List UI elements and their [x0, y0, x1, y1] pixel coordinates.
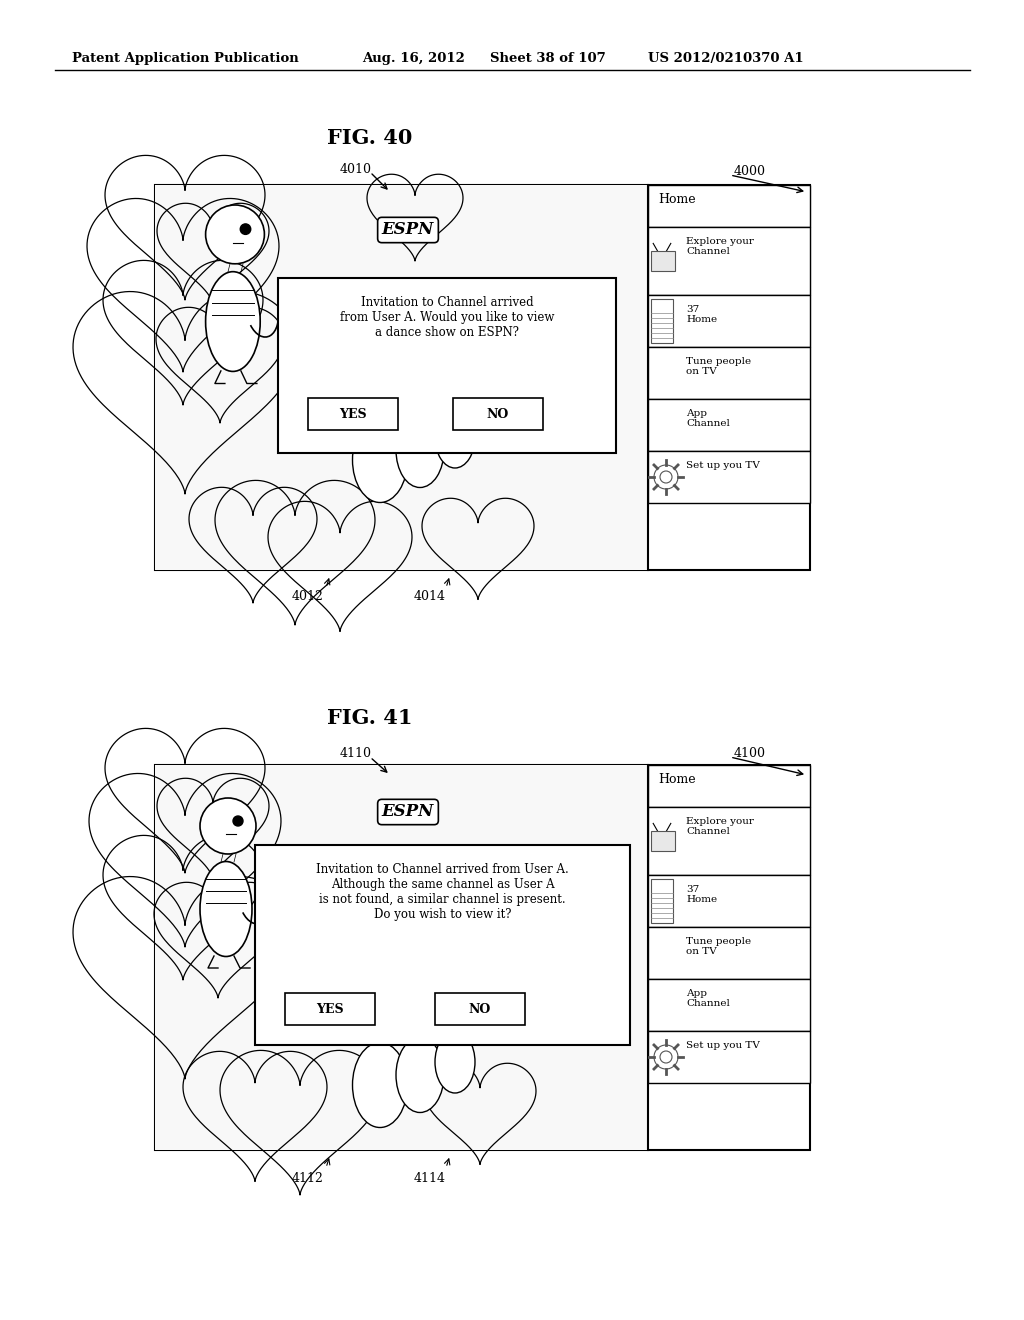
Text: US 2012/0210370 A1: US 2012/0210370 A1 [648, 51, 804, 65]
Ellipse shape [200, 862, 252, 957]
Text: 4114: 4114 [414, 1172, 446, 1185]
Bar [155, 185, 648, 570]
Bar [651, 879, 673, 923]
Text: FIG. 40: FIG. 40 [328, 128, 413, 148]
Bar [155, 766, 648, 1150]
Bar [648, 807, 810, 875]
Text: App
Channel: App Channel [686, 989, 730, 1008]
Bar [648, 927, 810, 979]
Text: ESPN: ESPN [382, 222, 434, 239]
Text: 4110: 4110 [340, 747, 372, 760]
Bar [285, 993, 375, 1026]
Text: Patent Application Publication: Patent Application Publication [72, 51, 299, 65]
Bar [648, 875, 810, 927]
Text: App
Channel: App Channel [686, 409, 730, 429]
Bar [648, 766, 810, 807]
Circle shape [445, 375, 471, 401]
Text: Tune people
on TV: Tune people on TV [686, 356, 752, 376]
Circle shape [407, 379, 439, 411]
Bar [648, 979, 810, 1031]
Text: YES: YES [339, 408, 367, 421]
Circle shape [365, 381, 401, 418]
Ellipse shape [435, 1031, 475, 1093]
Circle shape [241, 224, 251, 235]
Circle shape [365, 1007, 401, 1043]
Circle shape [407, 1005, 439, 1036]
Bar [648, 294, 810, 347]
Bar [648, 227, 810, 294]
Text: Tune people
on TV: Tune people on TV [686, 937, 752, 957]
Text: FIG. 41: FIG. 41 [328, 708, 413, 729]
Text: Invitation to Channel arrived
from User A. Would you like to view
a dance show o: Invitation to Channel arrived from User … [340, 296, 554, 339]
Bar [155, 185, 810, 570]
Text: 4100: 4100 [734, 747, 766, 760]
Bar [648, 185, 810, 227]
Text: Invitation to Channel arrived from User A.
Although the same channel as User A
i: Invitation to Channel arrived from User … [316, 863, 569, 921]
Text: 4012: 4012 [292, 590, 324, 603]
Ellipse shape [396, 412, 444, 487]
Circle shape [233, 816, 243, 826]
Bar [648, 399, 810, 451]
Text: Set up you TV: Set up you TV [686, 461, 760, 470]
Bar [453, 399, 543, 430]
Bar [648, 347, 810, 399]
Text: 4010: 4010 [340, 162, 372, 176]
Ellipse shape [206, 272, 260, 371]
Bar [278, 279, 616, 453]
Bar [651, 251, 675, 271]
Text: Explore your
Channel: Explore your Channel [686, 238, 754, 256]
Text: 4000: 4000 [734, 165, 766, 178]
Text: Home: Home [658, 774, 695, 785]
Ellipse shape [396, 1038, 444, 1113]
Circle shape [206, 205, 264, 264]
Text: ESPN: ESPN [382, 804, 434, 821]
Ellipse shape [435, 407, 475, 469]
Ellipse shape [352, 417, 408, 503]
Text: 37
Home: 37 Home [686, 305, 717, 325]
Text: Home: Home [658, 193, 695, 206]
Ellipse shape [352, 1043, 408, 1127]
Text: 37
Home: 37 Home [686, 884, 717, 904]
Bar [648, 1031, 810, 1082]
Text: NO: NO [469, 1003, 492, 1016]
Text: Set up you TV: Set up you TV [686, 1041, 760, 1049]
Bar [155, 766, 810, 1150]
Bar [651, 300, 673, 343]
Text: Sheet 38 of 107: Sheet 38 of 107 [490, 51, 606, 65]
Bar [308, 399, 398, 430]
Bar [435, 993, 525, 1026]
Circle shape [445, 1001, 471, 1026]
Circle shape [200, 799, 256, 854]
Bar [651, 832, 675, 851]
Text: NO: NO [486, 408, 509, 421]
Text: 4014: 4014 [414, 590, 446, 603]
Text: YES: YES [316, 1003, 344, 1016]
Text: 4112: 4112 [292, 1172, 324, 1185]
Bar [648, 451, 810, 503]
Text: Explore your
Channel: Explore your Channel [686, 817, 754, 837]
Text: Aug. 16, 2012: Aug. 16, 2012 [362, 51, 465, 65]
Bar [255, 845, 630, 1045]
